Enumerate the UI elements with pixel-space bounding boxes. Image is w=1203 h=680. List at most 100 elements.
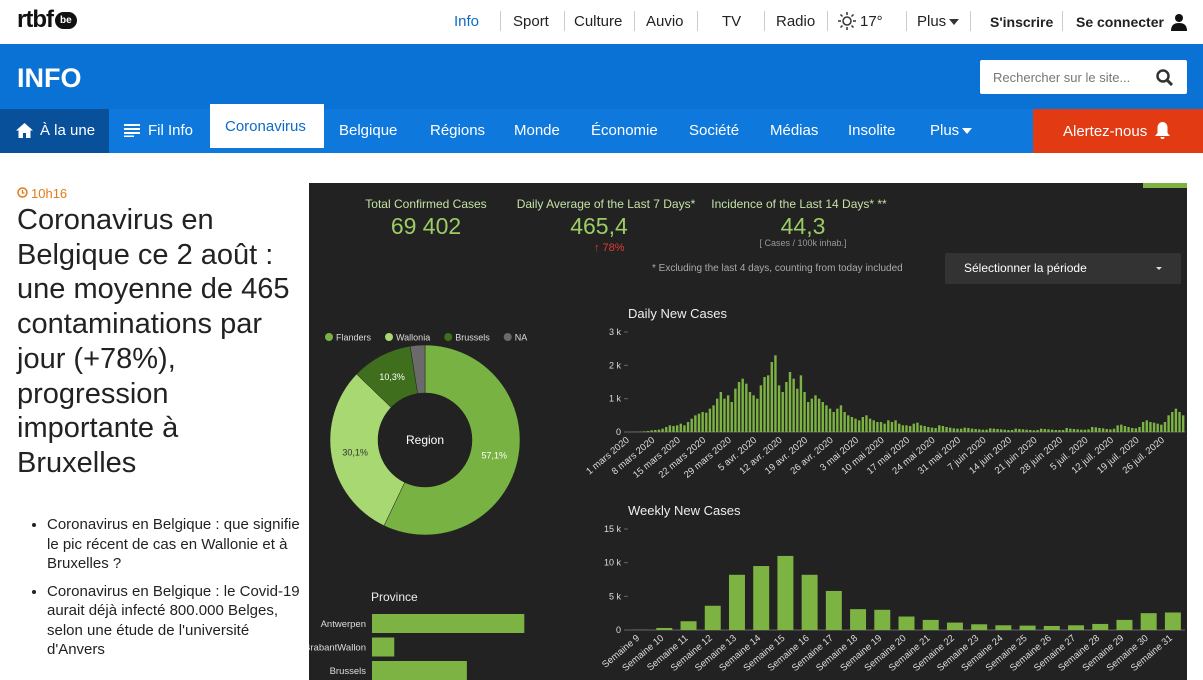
bar [1076, 429, 1079, 432]
menu-link[interactable]: À la une [40, 122, 96, 139]
related-link[interactable]: Coronavirus en Belgique : le Covid-19 au… [47, 582, 300, 660]
nav-link[interactable]: Radio [776, 13, 816, 30]
y-tick-label: 2 k [609, 360, 622, 370]
bar [836, 408, 839, 432]
separator [827, 11, 828, 31]
bar [857, 420, 861, 432]
bar [927, 427, 930, 432]
bar [890, 422, 894, 432]
legend-label: Wallonia [396, 333, 430, 343]
bar [1101, 428, 1105, 432]
bar [715, 398, 719, 432]
bar [810, 398, 814, 432]
bar [683, 425, 686, 432]
bar [372, 637, 395, 657]
logo[interactable]: rtbf be [17, 6, 77, 34]
related-link[interactable]: Coronavirus en Belgique : que signifie l… [47, 515, 300, 574]
bar [1025, 429, 1028, 432]
menu-link[interactable]: Médias [770, 122, 819, 139]
weather: 17° [860, 13, 883, 30]
nav-link[interactable]: Auvio [646, 13, 684, 30]
signup[interactable]: S'inscrire [990, 14, 1054, 30]
bar [774, 355, 777, 432]
bar [963, 427, 966, 432]
menu-link[interactable]: Insolite [848, 122, 896, 139]
y-tick-label: 0 [616, 427, 621, 437]
kpi-label: Total Confirmed Cases [365, 197, 486, 211]
bar [777, 385, 781, 432]
slice-label: 10,3% [379, 372, 405, 382]
bar [874, 609, 891, 630]
menu-link[interactable]: Monde [514, 122, 560, 139]
bar [1007, 430, 1010, 432]
user-icon[interactable] [1171, 13, 1187, 31]
bar [959, 428, 963, 432]
bar [825, 405, 828, 432]
menu-link[interactable]: Fil Info [148, 122, 194, 139]
bar [753, 566, 770, 630]
bar [1047, 429, 1050, 432]
nav-link[interactable]: TV [722, 13, 742, 30]
bar [650, 430, 653, 432]
bar [730, 402, 733, 432]
bar [919, 425, 923, 432]
bar [741, 378, 744, 432]
nav-link[interactable]: Sport [513, 13, 549, 30]
bar [763, 377, 766, 432]
menu-link[interactable]: Belgique [339, 122, 398, 139]
kpi-label: Incidence of the Last 14 Days* ** [711, 197, 887, 211]
y-tick-label: Antwerpen [321, 619, 366, 630]
bar [1036, 430, 1039, 432]
headline[interactable]: Coronavirus en Belgique ce 2 août : une … [17, 204, 290, 479]
bar [908, 426, 912, 432]
alert-button[interactable]: Alertez-nous [1033, 109, 1203, 153]
bar [656, 627, 673, 630]
y-tick-label: 0 [616, 625, 621, 635]
menu-link[interactable]: Régions [430, 122, 486, 139]
y-tick-label: Brussels [330, 666, 367, 677]
slice-label: 57,1% [481, 451, 507, 461]
donut-center-label: Region [406, 433, 444, 447]
bar [1080, 429, 1083, 432]
corner-button[interactable] [1143, 183, 1187, 188]
separator [970, 11, 971, 31]
bar [843, 412, 846, 432]
bar [690, 418, 693, 432]
menu-link[interactable]: Société [689, 122, 740, 139]
separator [1062, 11, 1063, 31]
login[interactable]: Se connecter [1076, 14, 1164, 30]
bar [372, 661, 467, 680]
search-box[interactable]: Rechercher sur le site... [980, 60, 1187, 94]
y-tick-label: 3 k [609, 327, 622, 337]
more-menu[interactable]: Plus [917, 13, 947, 30]
period-select[interactable] [945, 253, 1181, 284]
nav-link[interactable]: Culture [574, 13, 623, 30]
menu-link[interactable]: Plus [930, 122, 960, 139]
bar [1181, 415, 1185, 432]
bar [1058, 430, 1061, 432]
caret [962, 128, 972, 134]
bar [985, 429, 988, 432]
search-icon[interactable] [1156, 69, 1173, 86]
bar [1156, 423, 1159, 432]
bar [686, 422, 690, 432]
bar [1127, 427, 1130, 432]
bar [1140, 613, 1157, 630]
y-tick-label: 15 k [604, 524, 622, 534]
legend-swatch [444, 333, 453, 341]
top-bar: rtbf be Info Sport Culture Auvio TV Radio… [0, 0, 1203, 44]
section-band: INFO Rechercher sur le site... [0, 44, 1203, 109]
bar [970, 428, 974, 432]
menu-link[interactable]: Économie [591, 122, 658, 139]
legend-swatch [385, 333, 394, 341]
bar [1019, 625, 1036, 630]
bar [1120, 424, 1123, 432]
menu-link-active[interactable]: Coronavirus [225, 118, 306, 135]
active-tab[interactable] [210, 104, 324, 148]
bar [1065, 428, 1068, 432]
kpi-unit: [ Cases / 100k inhab.] [759, 238, 846, 248]
bar [901, 425, 905, 432]
nav-link[interactable]: Info [454, 13, 480, 30]
home-tab[interactable] [0, 109, 109, 153]
bar [847, 415, 850, 432]
